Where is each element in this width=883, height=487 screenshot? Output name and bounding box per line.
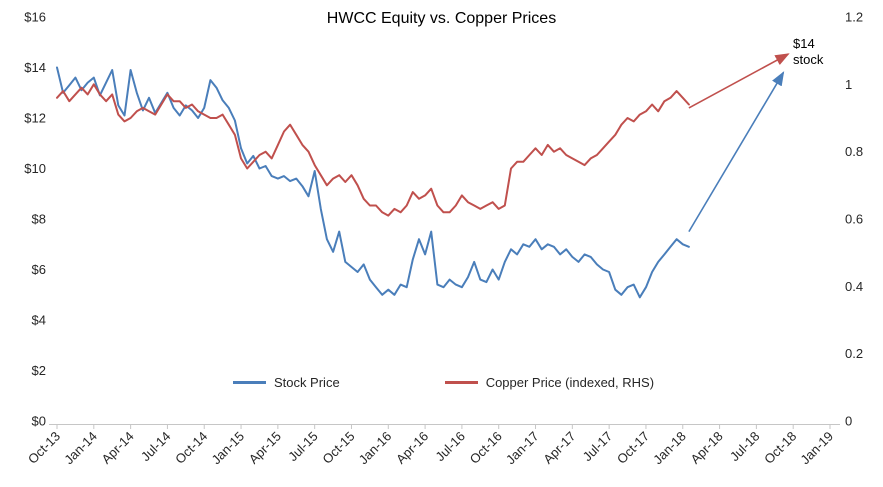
x-tick-label: Oct-17	[614, 429, 652, 467]
x-tick-label: Jul-17	[580, 429, 616, 465]
x-tick-label: Jul-14	[138, 429, 174, 465]
right-axis-tick-label: 1	[845, 77, 852, 92]
x-tick-label: Jul-18	[727, 429, 763, 465]
x-tick-label: Oct-15	[319, 429, 357, 467]
right-axis-tick-label: 0.4	[845, 279, 863, 294]
right-axis-tick-label: 0.6	[845, 212, 863, 227]
x-tick-label: Jan-18	[650, 429, 689, 468]
left-axis-tick-label: $8	[32, 212, 46, 227]
x-tick-label: Apr-17	[540, 429, 578, 467]
left-axis-tick-label: $0	[32, 414, 46, 429]
x-tick-label: Jan-14	[61, 429, 100, 468]
price-target-line2: stock	[793, 52, 824, 67]
right-axis-tick-label: 1.2	[845, 10, 863, 25]
copper-projection-arrow	[688, 53, 790, 109]
x-tick-label: Apr-16	[393, 429, 431, 467]
left-axis-tick-label: $14	[24, 60, 46, 75]
left-axis-tick-label: $4	[32, 313, 46, 328]
x-tick-label: Apr-15	[246, 429, 284, 467]
x-tick-label: Jan-19	[797, 429, 836, 468]
price-target-line1: $14	[793, 36, 815, 51]
chart-title: HWCC Equity vs. Copper Prices	[326, 10, 557, 27]
stock-line-swatch	[232, 381, 266, 384]
chart-legend: Stock Price Copper Price (indexed, RHS)	[57, 375, 830, 390]
x-tick-label: Apr-18	[687, 429, 725, 467]
x-tick-label: Jan-15	[208, 429, 247, 468]
left-axis-tick-label: $2	[32, 363, 46, 378]
price-target-annotation: $14 stock	[793, 36, 823, 68]
x-tick-label: Oct-16	[467, 429, 505, 467]
x-tick-label: Oct-13	[25, 429, 63, 467]
left-axis-tick-label: $6	[32, 262, 46, 277]
x-tick-label: Jul-16	[432, 429, 468, 465]
legend-label-stock: Stock Price	[273, 375, 340, 390]
right-axis-tick-label: 0.8	[845, 144, 863, 159]
right-axis-tick-label: 0	[845, 414, 852, 429]
legend-item-copper: Copper Price (indexed, RHS)	[444, 375, 655, 390]
right-axis-tick-label: 0.2	[845, 346, 863, 361]
stock-price-line	[56, 66, 690, 299]
x-tick-label: Apr-14	[99, 429, 137, 467]
stock-projection-arrow	[688, 71, 785, 233]
x-tick-label: Jul-15	[285, 429, 321, 465]
left-axis-tick-label: $12	[24, 111, 46, 126]
x-tick-label: Oct-18	[761, 429, 799, 467]
left-axis-tick-label: $16	[24, 10, 46, 25]
copper-line-swatch	[444, 381, 478, 384]
legend-label-copper: Copper Price (indexed, RHS)	[485, 375, 655, 390]
legend-item-stock: Stock Price	[232, 375, 340, 390]
left-axis-tick-label: $10	[24, 161, 46, 176]
x-tick-label: Oct-14	[172, 429, 210, 467]
x-tick-label: Jan-16	[356, 429, 395, 468]
copper-price-line	[56, 83, 690, 217]
x-tick-label: Jan-17	[503, 429, 542, 468]
